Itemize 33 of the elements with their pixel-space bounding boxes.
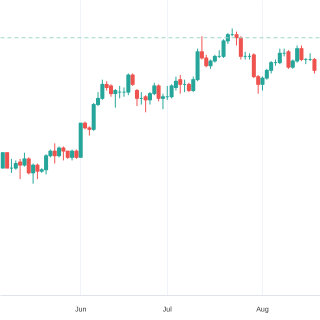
candlestick	[108, 84, 114, 98]
candlestick	[22, 152, 26, 168]
candlestick	[87, 126, 92, 136]
candlestick	[130, 72, 135, 86]
candlestick	[74, 149, 78, 160]
candlestick	[5, 152, 10, 169]
candlestick	[57, 146, 62, 158]
candlestick	[278, 48, 282, 65]
candlestick	[299, 45, 304, 62]
candlestick	[312, 57, 316, 74]
candlestick	[31, 163, 36, 184]
candlestick	[156, 84, 161, 102]
candlestick	[286, 50, 290, 70]
candlestick	[70, 149, 74, 161]
candlestick	[18, 158, 22, 180]
candlestick	[104, 80, 109, 92]
candlestick	[208, 59, 213, 70]
candlestick	[61, 146, 66, 161]
candlestick	[0, 152, 5, 169]
candlestick	[14, 160, 18, 170]
candlestick	[186, 82, 191, 93]
candlestick	[52, 142, 57, 164]
candlestick	[170, 84, 174, 99]
candlestick	[26, 156, 31, 175]
candlestick	[178, 74, 182, 94]
candlestick	[160, 93, 165, 110]
candlestick	[234, 31, 239, 46]
candlestick	[134, 88, 139, 107]
candlestick	[126, 72, 130, 96]
candlestick	[144, 94, 148, 113]
candlestick	[35, 163, 40, 180]
candlestick	[238, 36, 243, 60]
candlestick	[113, 88, 118, 108]
